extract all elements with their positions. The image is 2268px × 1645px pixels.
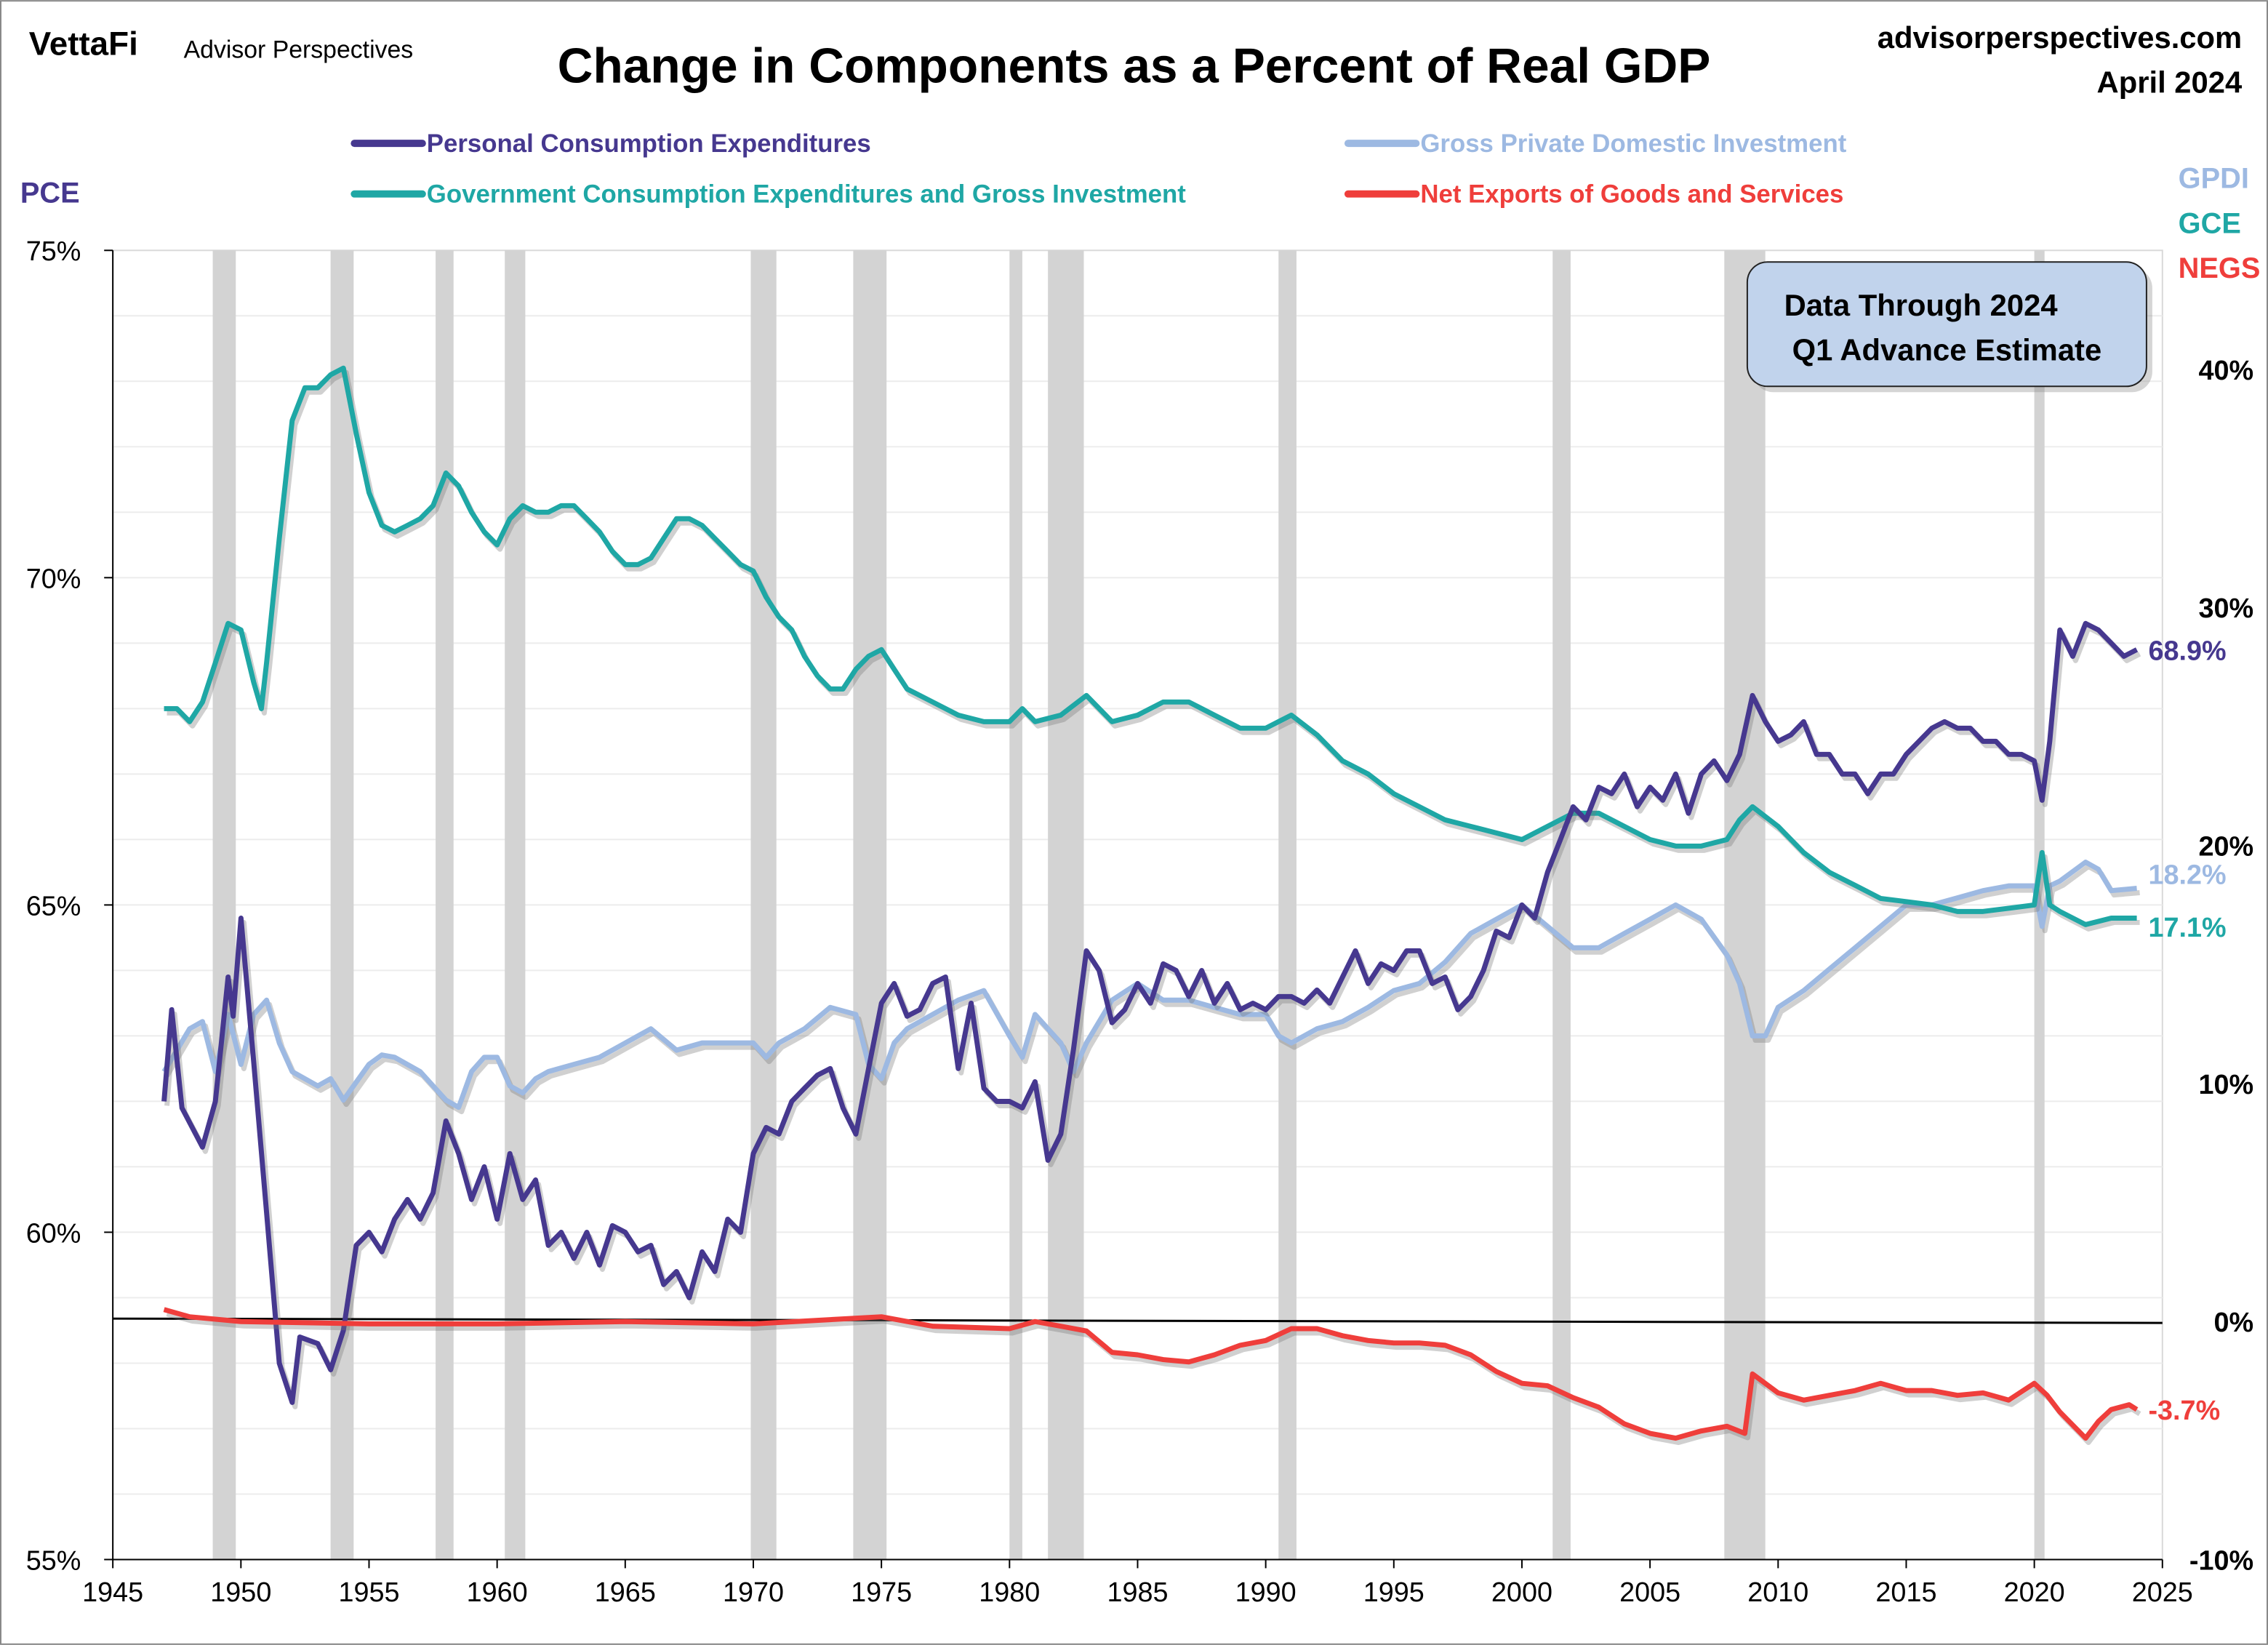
right-axis-label-gce: GCE <box>2179 207 2241 239</box>
x-tick-label: 2025 <box>2132 1577 2193 1608</box>
x-tick-label: 2005 <box>1619 1577 1680 1608</box>
x-tick-label: 1945 <box>82 1577 143 1608</box>
right-tick-label: 20% <box>2198 831 2253 862</box>
report-date: April 2024 <box>2097 65 2243 99</box>
x-tick-label: 2015 <box>1875 1577 1936 1608</box>
series-line-negs <box>163 1307 2139 1441</box>
x-tick-label: 2000 <box>1491 1577 1552 1608</box>
x-tick-label: 2020 <box>2004 1577 2065 1608</box>
right-axis-label-negs: NEGS <box>2179 252 2261 284</box>
right-tick-label: 30% <box>2198 593 2253 624</box>
brand-name: Advisor Perspectives <box>184 36 414 64</box>
recession-band <box>436 250 454 1560</box>
vettafi-logo: VettaFi <box>29 25 138 63</box>
recession-band <box>1048 250 1084 1560</box>
recession-band <box>1009 250 1022 1560</box>
recession-band <box>750 250 777 1560</box>
plot-area: 55% 60% 65% 70% 75% -10% 0% 10% 20% 30% 40% 1945 195… <box>26 236 2253 1608</box>
right-tick-label: 40% <box>2198 356 2253 386</box>
chart-title: Change in Components as a Percent of Rea… <box>558 39 1711 94</box>
x-tick-label: 2010 <box>1747 1577 1808 1608</box>
x-tick-label: 1955 <box>338 1577 399 1608</box>
left-tick-label: 65% <box>26 891 81 921</box>
legend-label-gpdi: Gross Private Domestic Investment <box>1420 129 1846 158</box>
x-tick-label: 1950 <box>210 1577 271 1608</box>
left-tick-label: 70% <box>26 564 81 594</box>
x-tick-label: 1970 <box>723 1577 784 1608</box>
x-tick-label: 1980 <box>979 1577 1040 1608</box>
legend-label-gce: Government Consumption Expenditures and … <box>427 180 1186 209</box>
note-box: Data Through 2024 Q1 Advance Estimate <box>1746 261 2152 393</box>
x-tick-label: 1990 <box>1235 1577 1297 1608</box>
right-axis-label-gpdi: GPDI <box>2179 163 2249 195</box>
zero-line <box>113 1317 2163 1324</box>
legend: Personal Consumption Expenditures Gross P… <box>350 129 1847 209</box>
note-line-2: Q1 Advance Estimate <box>1792 332 2102 367</box>
recession-band <box>853 250 887 1560</box>
series-shadow-negs <box>166 1311 2141 1446</box>
recession-band <box>505 250 526 1560</box>
left-tick-label: 55% <box>26 1545 81 1576</box>
x-tick-label: 1985 <box>1107 1577 1168 1608</box>
series-line-pce <box>161 620 2139 1405</box>
left-tick-label: 75% <box>26 236 81 267</box>
left-axis-label: PCE <box>20 177 80 209</box>
last-value-label-pce: 68.9% <box>2148 636 2226 666</box>
site-url: advisorperspectives.com <box>1878 20 2242 55</box>
right-tick-label: 10% <box>2198 1070 2253 1100</box>
series-line-gce <box>164 365 2137 927</box>
series-line-gpdi <box>161 860 2137 1110</box>
left-tick-label: 60% <box>26 1218 81 1249</box>
x-tick-label: 1995 <box>1363 1577 1424 1608</box>
recession-band <box>1552 250 1571 1560</box>
legend-label-negs: Net Exports of Goods and Services <box>1420 180 1843 209</box>
right-tick-label: 0% <box>2213 1308 2253 1338</box>
recession-band <box>1724 250 1766 1560</box>
series-shadow-gce <box>167 369 2140 932</box>
note-line-1: Data Through 2024 <box>1784 288 2058 322</box>
right-tick-label: -10% <box>2189 1545 2253 1576</box>
last-value-label-gpdi: 18.2% <box>2148 860 2226 891</box>
legend-label-pce: Personal Consumption Expenditures <box>427 129 871 158</box>
x-tick-label: 1965 <box>595 1577 656 1608</box>
recession-band <box>212 250 236 1560</box>
x-tick-label: 1960 <box>467 1577 528 1608</box>
note-background <box>1746 261 2147 388</box>
last-value-label-gce: 17.1% <box>2148 913 2226 943</box>
last-value-label-negs: -3.7% <box>2148 1396 2220 1426</box>
recession-band <box>1278 250 1297 1560</box>
x-tick-label: 1975 <box>851 1577 912 1608</box>
